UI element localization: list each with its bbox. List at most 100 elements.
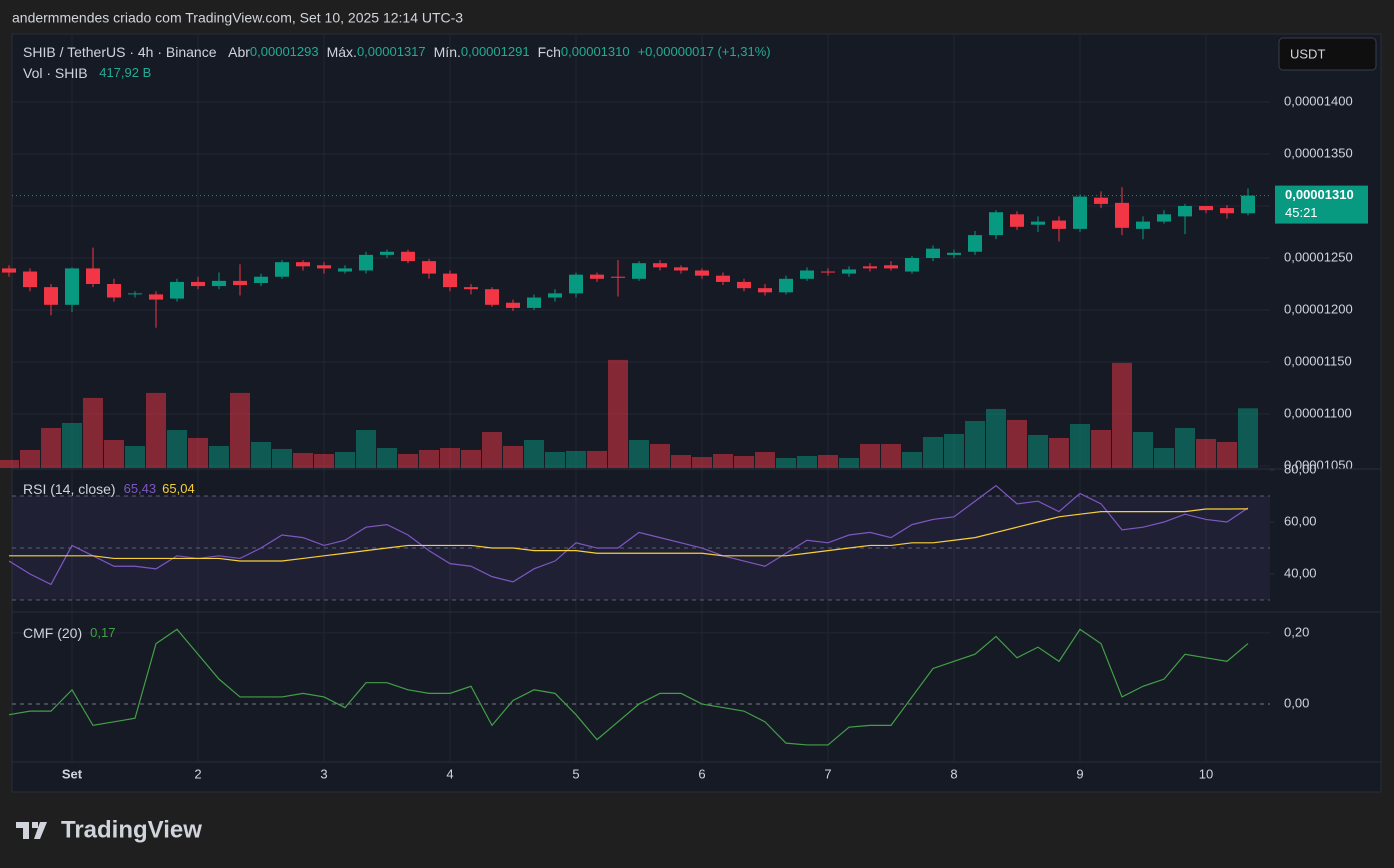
legend-value: 0,00001317: [357, 44, 426, 59]
volume-bar: [20, 449, 40, 468]
candle-body: [443, 273, 457, 288]
volume-bar: [545, 451, 565, 468]
legend-value: 0,00001291: [461, 44, 530, 59]
candle-body: [779, 278, 793, 293]
x-tick-label: 7: [824, 766, 831, 781]
candle-body: [485, 289, 499, 305]
y-tick-label: 0,00001400: [1284, 93, 1353, 108]
candle-body: [65, 268, 79, 305]
cmf-tick-label: 0,00: [1284, 695, 1309, 710]
candle-body: [1220, 208, 1234, 214]
volume-bar: [713, 453, 733, 468]
volume-bar: [377, 447, 397, 468]
symbol: SHIB / TetherUS · 4h · Binance: [23, 44, 217, 60]
candle-body: [1094, 197, 1108, 204]
candle-body: [1178, 205, 1192, 217]
candle-body: [44, 287, 58, 305]
watermark: andermmendes criado com TradingView.com,…: [12, 10, 463, 26]
rsi-value: 65,43: [124, 481, 157, 496]
volume-bar: [902, 451, 922, 468]
candle-body: [128, 293, 142, 295]
cmf-legend: CMF (20) 0,17: [23, 625, 115, 641]
rsi-tick-label: 60,00: [1284, 513, 1317, 528]
legend-change: +0,00000017 (+1,31%): [638, 44, 771, 59]
candle-body: [1115, 202, 1129, 228]
candle-body: [989, 212, 1003, 236]
volume-bar: [1133, 431, 1153, 468]
volume-bar: [629, 439, 649, 468]
volume-bar: [587, 450, 607, 468]
candle-body: [1031, 221, 1045, 225]
volume-bar: [293, 452, 313, 468]
volume-bar: [356, 429, 376, 468]
candle-body: [947, 252, 961, 255]
candle-body: [1199, 205, 1213, 211]
countdown: 45:21: [1285, 205, 1318, 220]
candle-body: [737, 281, 751, 289]
candle-body: [800, 270, 814, 279]
legend-label: Abr: [228, 44, 250, 60]
candle-body: [968, 235, 982, 252]
candle-body: [464, 287, 478, 290]
rsi-line: [8, 484, 1249, 586]
candle-body: [548, 293, 562, 298]
x-tick-label: 10: [1199, 766, 1213, 781]
volume-bar: [62, 422, 82, 468]
volume-bar: [41, 427, 61, 468]
candle-body: [2, 268, 16, 273]
currency-button[interactable]: [1278, 37, 1377, 71]
volume-bar: [314, 453, 334, 468]
price-tag: [1275, 185, 1368, 224]
volume-bar: [755, 451, 775, 468]
x-tick-label: 9: [1076, 766, 1083, 781]
volume-bar: [167, 429, 187, 468]
chart-frame: [11, 33, 1382, 793]
candle-body: [1073, 196, 1087, 229]
currency[interactable]: USDT: [1290, 46, 1325, 61]
candle-body: [758, 288, 772, 293]
x-tick-label: 4: [446, 766, 453, 781]
candle-body: [191, 281, 205, 287]
candle-body: [884, 265, 898, 269]
legend: SHIB / TetherUS · 4h · Binance Abr0,0000…: [23, 44, 771, 60]
volume-bar: [251, 441, 271, 468]
candle-body: [380, 251, 394, 255]
chart: Set 2 3 4 5 6 7 8 9 100,000010500,000011000,00001…: [0, 35, 1381, 781]
candle-body: [296, 262, 310, 267]
legend-value: 0,00001293: [250, 44, 319, 59]
volume-bar: [1238, 408, 1258, 468]
candle-body: [611, 276, 625, 278]
volume-bar: [1007, 419, 1027, 468]
rsi-tick-label: 80,00: [1284, 461, 1317, 476]
volume-bar: [734, 455, 754, 468]
volume-bar: [209, 445, 229, 468]
legend-label: Mín.: [434, 44, 461, 60]
rsi-tick-label: 40,00: [1284, 565, 1317, 580]
legend-label: Máx.: [327, 44, 357, 60]
brand-name: TradingView: [61, 816, 202, 843]
volume-bar: [965, 420, 985, 468]
candle-body: [149, 294, 163, 300]
volume-bar: [776, 457, 796, 468]
candle-body: [275, 262, 289, 277]
y-tick-label: 0,00001250: [1284, 249, 1353, 264]
volume-bar: [461, 449, 481, 468]
volume-value: 417,92 B: [99, 65, 151, 80]
candle-body: [317, 265, 331, 269]
volume-bar: [503, 445, 523, 468]
volume-bar: [566, 450, 586, 468]
candle-body: [506, 302, 520, 308]
volume-bar: [671, 454, 691, 468]
cmf-value: 0,17: [90, 625, 115, 640]
volume-bar: [83, 397, 103, 468]
candle-body: [212, 280, 226, 287]
rsi-name: RSI (14, close): [23, 481, 116, 497]
y-tick-label: 0,00001100: [1284, 405, 1352, 420]
rsi-legend: RSI (14, close) 65,43 65,04: [23, 481, 195, 497]
candle-body: [569, 274, 583, 294]
volume-bar: [1154, 447, 1174, 468]
volume-bar: [1217, 441, 1237, 468]
volume-bar: [1112, 362, 1132, 468]
volume-bar: [797, 455, 817, 468]
y-tick-label: 0,00001350: [1284, 145, 1353, 160]
